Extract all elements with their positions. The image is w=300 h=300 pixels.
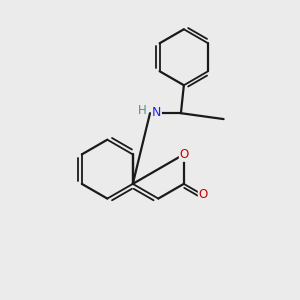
Text: O: O [180,148,189,161]
Text: O: O [199,188,208,201]
Text: H: H [137,104,146,117]
Text: N: N [152,106,161,119]
